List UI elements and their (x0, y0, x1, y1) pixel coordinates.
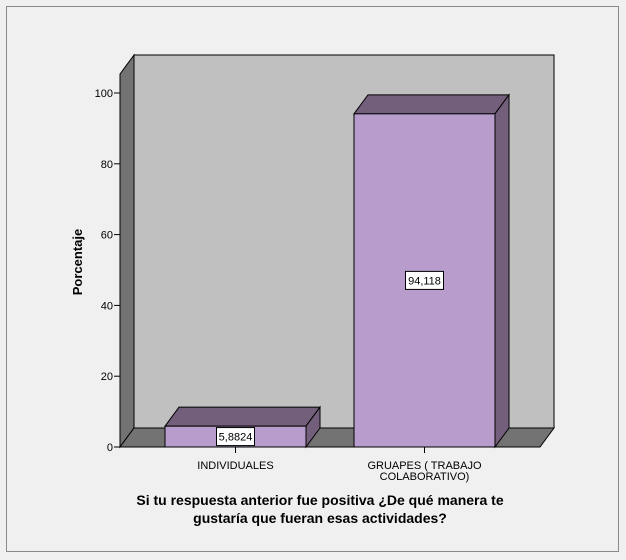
bar-top (353, 94, 510, 115)
x-tick-label: COLABORATIVO) (380, 471, 470, 483)
x-axis-label: gustaría que fueran esas actividades? (193, 510, 447, 526)
x-axis-label: Si tu respuesta anterior fue positiva ¿D… (136, 492, 503, 508)
y-tick-label: 40 (101, 300, 113, 312)
x-tick-label: GRUAPES ( TRABAJO (367, 460, 482, 472)
chart-frame (6, 6, 619, 552)
y-tick-label: 100 (95, 88, 113, 100)
x-tick-label: INDIVIDUALES (197, 460, 273, 472)
y-tick-label: 80 (101, 159, 113, 171)
y-tick-label: 60 (101, 230, 113, 242)
y-axis-label: Porcentaje (70, 229, 85, 295)
y-tick-label: 20 (101, 371, 113, 383)
y-tick-label: 0 (107, 442, 113, 454)
left-wall (119, 53, 135, 449)
data-label-box (216, 427, 255, 447)
data-label-box (405, 270, 444, 290)
bar-side (494, 93, 510, 449)
data-label: 94,118 (408, 275, 441, 287)
bar-top (164, 406, 321, 427)
data-label: 5,8824 (219, 432, 253, 444)
